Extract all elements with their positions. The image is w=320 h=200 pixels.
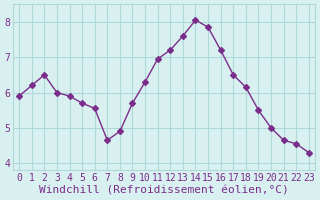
X-axis label: Windchill (Refroidissement éolien,°C): Windchill (Refroidissement éolien,°C): [39, 186, 289, 196]
